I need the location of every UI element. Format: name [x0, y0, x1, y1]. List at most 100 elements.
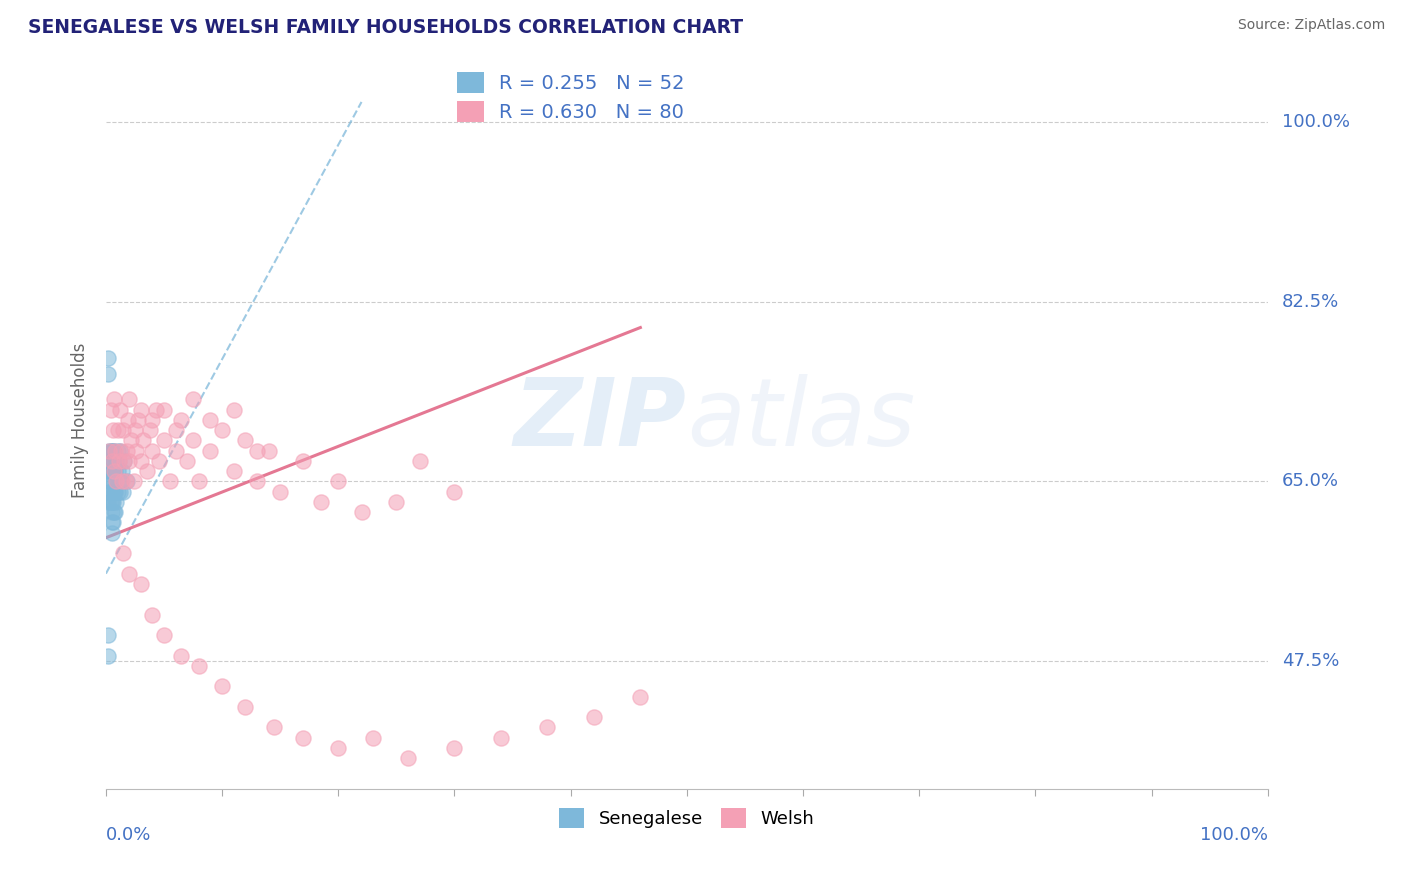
Point [292, 731, 315, 745]
Point [101, 495, 124, 509]
Point [107, 484, 129, 499]
Point [222, 464, 245, 478]
Point [181, 434, 204, 448]
Point [187, 475, 209, 489]
Point [100, 475, 122, 489]
Point [114, 454, 136, 468]
Point [396, 751, 419, 765]
Point [129, 402, 152, 417]
Text: SENEGALESE VS WELSH FAMILY HOUSEHOLDS CORRELATION CHART: SENEGALESE VS WELSH FAMILY HOUSEHOLDS CO… [28, 18, 744, 37]
Point [153, 402, 176, 417]
Point [132, 434, 155, 448]
Text: 65.0%: 65.0% [1282, 473, 1339, 491]
Point [361, 731, 384, 745]
Point [103, 505, 125, 519]
Point [328, 475, 350, 489]
Point [111, 475, 134, 489]
Point [165, 443, 187, 458]
Point [100, 495, 122, 509]
Text: ZIP: ZIP [515, 374, 686, 466]
Point [112, 423, 135, 437]
Point [98, 475, 121, 489]
Point [105, 475, 128, 489]
Point [97, 495, 120, 509]
Point [107, 423, 129, 437]
Text: 47.5%: 47.5% [1282, 652, 1339, 670]
Point [98, 484, 121, 499]
Point [100, 484, 122, 499]
Point [100, 495, 122, 509]
Point [103, 464, 125, 478]
Point [100, 464, 122, 478]
Point [125, 443, 148, 458]
Point [124, 423, 146, 437]
Point [103, 464, 125, 478]
Point [105, 475, 128, 489]
Point [145, 402, 167, 417]
Point [107, 454, 129, 468]
Point [135, 464, 157, 478]
Point [443, 484, 465, 499]
Point [97, 351, 120, 366]
Point [141, 607, 163, 622]
Point [100, 402, 122, 417]
Point [108, 402, 131, 417]
Point [100, 525, 122, 540]
Point [127, 413, 149, 427]
Point [100, 454, 122, 468]
Point [118, 392, 141, 407]
Point [114, 475, 136, 489]
Point [233, 700, 256, 714]
Point [408, 454, 430, 468]
Point [112, 484, 135, 499]
Point [246, 475, 269, 489]
Point [129, 454, 152, 468]
Point [233, 434, 256, 448]
Point [104, 505, 127, 519]
Point [97, 628, 120, 642]
Point [114, 454, 136, 468]
Text: 100.0%: 100.0% [1282, 113, 1350, 131]
Point [97, 648, 120, 663]
Point [536, 721, 558, 735]
Point [129, 577, 152, 591]
Point [107, 443, 129, 458]
Point [100, 443, 122, 458]
Point [141, 443, 163, 458]
Point [101, 516, 124, 530]
Point [110, 443, 132, 458]
Point [98, 454, 121, 468]
Point [181, 392, 204, 407]
Point [107, 454, 129, 468]
Text: 100.0%: 100.0% [1199, 826, 1268, 844]
Point [153, 628, 176, 642]
Point [112, 546, 135, 560]
Text: Source: ZipAtlas.com: Source: ZipAtlas.com [1237, 18, 1385, 32]
Point [104, 464, 127, 478]
Point [200, 413, 222, 427]
Point [101, 423, 124, 437]
Point [263, 721, 285, 735]
Point [148, 454, 170, 468]
Point [100, 443, 122, 458]
Y-axis label: Family Households: Family Households [72, 343, 89, 498]
Point [246, 443, 269, 458]
Point [108, 443, 131, 458]
Point [100, 454, 122, 468]
Point [110, 475, 132, 489]
Point [187, 659, 209, 673]
Point [115, 443, 138, 458]
Point [121, 434, 143, 448]
Point [141, 413, 163, 427]
Point [103, 443, 125, 458]
Point [111, 464, 134, 478]
Point [628, 690, 651, 704]
Point [139, 423, 162, 437]
Point [104, 484, 127, 499]
Point [159, 475, 181, 489]
Point [107, 475, 129, 489]
Text: 0.0%: 0.0% [105, 826, 152, 844]
Point [176, 454, 198, 468]
Point [101, 443, 124, 458]
Point [103, 392, 125, 407]
